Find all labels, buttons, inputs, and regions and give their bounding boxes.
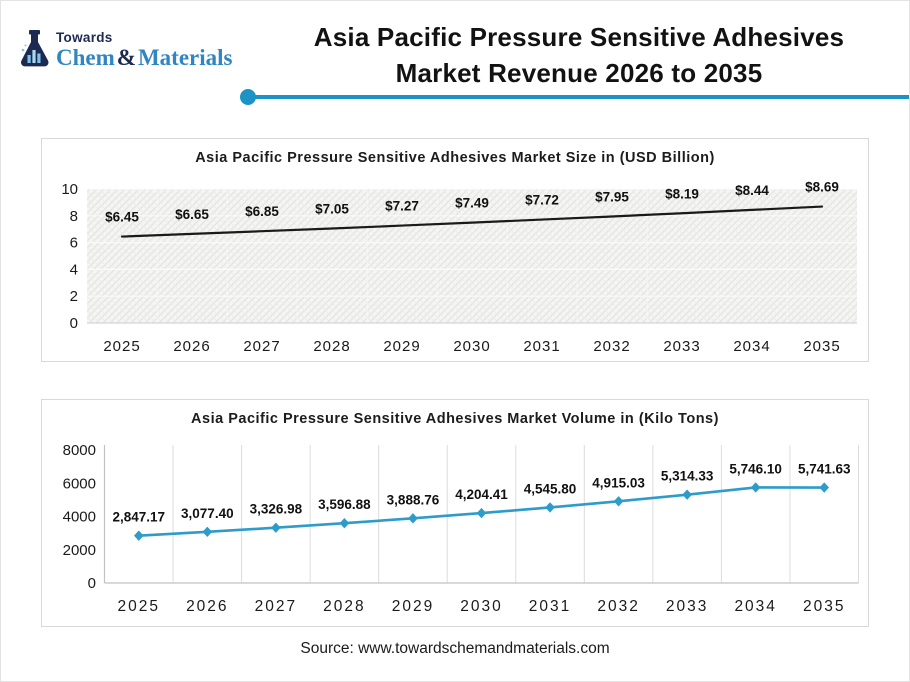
x-tick-label: 2026	[173, 338, 210, 355]
data-point-label: 3,326.98	[250, 502, 303, 517]
data-point-label: 2,847.17	[112, 510, 165, 525]
data-point-label: $7.72	[525, 193, 559, 208]
market-size-chart-title: Asia Pacific Pressure Sensitive Adhesive…	[195, 150, 715, 166]
page-title-line2: Market Revenue 2026 to 2035	[395, 58, 763, 88]
data-point-label: $8.19	[665, 186, 699, 201]
y-tick-label: 10	[61, 181, 78, 198]
data-point-label: $6.45	[105, 210, 139, 225]
data-point-label: $8.44	[735, 183, 769, 198]
data-point-label: 5,746.10	[729, 461, 782, 476]
x-tick-label: 2029	[392, 598, 434, 615]
x-tick-label: 2030	[453, 338, 490, 355]
data-point-label: 4,204.41	[455, 487, 508, 502]
x-tick-label: 2027	[255, 598, 297, 615]
x-tick-label: 2027	[243, 338, 280, 355]
x-tick-label: 2035	[803, 598, 845, 615]
trend-line	[120, 205, 824, 238]
data-point-marker	[545, 502, 555, 513]
x-tick-label: 2028	[323, 598, 365, 615]
data-point-marker	[819, 482, 830, 493]
x-tick-label: 2032	[593, 338, 630, 355]
x-tick-label: 2035	[803, 338, 840, 355]
data-point-marker	[408, 513, 418, 524]
data-point-label: 3,077.40	[181, 506, 234, 521]
brand-logo: Towards Chem&Materials	[19, 30, 232, 69]
data-point-marker	[750, 482, 761, 493]
y-tick-label: 6	[70, 235, 78, 252]
y-tick-label: 2	[70, 288, 78, 305]
x-tick-label: 2031	[523, 338, 560, 355]
data-point-label: $7.95	[595, 189, 629, 204]
data-point-marker	[271, 522, 281, 533]
brand-name: Chem&Materials	[56, 46, 232, 69]
flask-icon	[21, 30, 49, 67]
data-point-label: $8.69	[805, 180, 839, 195]
brand-name-part1: Chem	[56, 45, 115, 70]
market-size-chart: 0 2 4 6 8 10 $6.45 $6.65 $6.85 $7.05 $7.27 $7.49 $7.…	[61, 180, 857, 355]
data-point-marker	[339, 518, 350, 529]
data-point-label: 5,314.33	[661, 469, 714, 484]
data-point-label: $7.27	[385, 199, 419, 214]
brand-ampersand: &	[116, 45, 136, 70]
x-tick-label: 2025	[118, 598, 160, 615]
brand-text: Towards Chem&Materials	[56, 30, 232, 69]
y-tick-label: 0	[88, 575, 96, 592]
y-tick-label: 2000	[63, 542, 96, 559]
data-point-marker	[682, 489, 692, 500]
data-point-label: 5,741.63	[798, 462, 851, 477]
x-tick-label: 2026	[186, 598, 228, 615]
y-tick-label: 8	[70, 208, 78, 225]
data-point-marker	[133, 530, 144, 541]
page-title-line1: Asia Pacific Pressure Sensitive Adhesive…	[313, 22, 845, 52]
x-tick-label: 2030	[460, 598, 502, 615]
data-point-marker	[476, 507, 487, 519]
x-tick-label: 2033	[663, 338, 700, 355]
data-point-label: 3,888.76	[387, 492, 440, 507]
data-point-label: $7.49	[455, 196, 489, 211]
data-point-label: 4,545.80	[524, 481, 577, 496]
data-point-label: $7.05	[315, 202, 349, 217]
x-tick-label: 2034	[733, 338, 770, 355]
brand-name-part2: Materials	[137, 45, 233, 70]
x-tick-label: 2034	[734, 598, 776, 615]
market-size-chart-card: Asia Pacific Pressure Sensitive Adhesive…	[41, 138, 869, 362]
y-tick-label: 4000	[63, 509, 96, 526]
y-tick-label: 6000	[63, 475, 96, 492]
data-point-label: $6.85	[245, 204, 279, 219]
market-volume-chart-title: Asia Pacific Pressure Sensitive Adhesive…	[191, 411, 719, 427]
data-point-label: $6.65	[175, 207, 209, 222]
y-tick-label: 4	[70, 261, 78, 278]
data-point-marker	[613, 496, 624, 507]
x-tick-label: 2032	[597, 598, 639, 615]
x-tick-label: 2031	[529, 598, 571, 615]
y-tick-label: 8000	[63, 442, 96, 459]
data-point-marker	[202, 526, 213, 538]
market-volume-chart-card: Asia Pacific Pressure Sensitive Adhesive…	[41, 399, 869, 627]
accent-divider-dot	[240, 89, 256, 105]
x-tick-label: 2028	[313, 338, 350, 355]
data-point-label: 4,915.03	[592, 475, 645, 490]
page-title: Asia Pacific Pressure Sensitive Adhesive…	[251, 19, 907, 91]
x-tick-label: 2025	[103, 338, 140, 355]
x-tick-label: 2029	[383, 338, 420, 355]
y-tick-label: 0	[70, 315, 78, 332]
data-point-label: 3,596.88	[318, 497, 371, 512]
x-tick-label: 2033	[666, 598, 708, 615]
source-attribution: Source: www.towardschemandmaterials.com	[300, 640, 610, 657]
brand-top-label: Towards	[56, 30, 113, 45]
accent-divider-line	[249, 95, 909, 99]
market-volume-chart: 0 2000 4000 6000 8000 2,847.17 3,077.40 3,326.9…	[63, 442, 859, 615]
